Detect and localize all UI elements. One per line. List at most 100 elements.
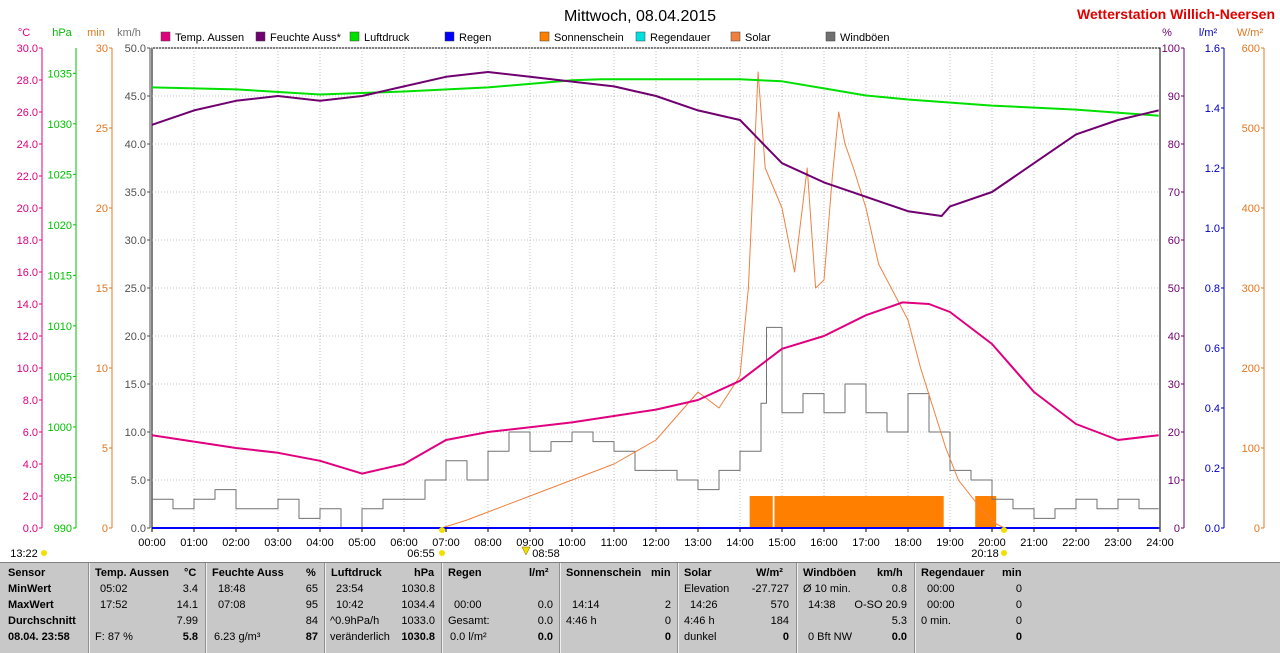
x-tick-label: 16:00	[810, 537, 838, 549]
rdur-max-value: 0	[1015, 599, 1022, 611]
solar-avg-label: 4:46 h	[684, 615, 715, 627]
tick-label-pressure: 1010	[48, 321, 72, 333]
x-tick-label: 04:00	[306, 537, 334, 549]
table-divider	[677, 563, 679, 653]
tick-label-rain: 0.6	[1205, 343, 1220, 355]
tick-label-temp: 10.0	[17, 363, 38, 375]
tick-label-minutes: 30	[96, 43, 108, 55]
press-current-value: 1030.8	[401, 631, 435, 643]
marker-sunset-label: 20:18	[971, 548, 999, 560]
tick-label-rain: 0.8	[1205, 283, 1220, 295]
legend-label: Solar	[745, 32, 771, 44]
solar-current-value: 0	[782, 631, 789, 643]
tick-label-solar: 500	[1242, 123, 1260, 135]
tick-label-rain: 0.4	[1205, 403, 1220, 415]
x-tick-label: 19:00	[936, 537, 964, 549]
wind-max-time: 14:38	[808, 599, 836, 611]
rdur-avg-label: 0 min.	[921, 615, 951, 627]
hum-current-label: 6.23 g/m³	[214, 631, 261, 643]
row-label-avg: Durchschnitt	[8, 615, 76, 627]
tick-label-temp: 22.0	[17, 171, 38, 183]
press-max-value: 1034.4	[401, 599, 435, 611]
unit-minutes: min	[87, 27, 105, 39]
tick-label-rain: 1.2	[1205, 163, 1220, 175]
x-tick-label: 09:00	[516, 537, 544, 549]
tick-label-humidity: 80	[1168, 139, 1180, 151]
sun-max-time: 14:14	[572, 599, 600, 611]
row-label-min: MinWert	[8, 583, 52, 595]
unit-pressure: hPa	[52, 27, 72, 39]
solar-max-time: 14:26	[690, 599, 718, 611]
table-divider	[796, 563, 798, 653]
legend-swatch	[255, 31, 266, 42]
tick-label-temp: 6.0	[23, 427, 38, 439]
marker-now-dot	[41, 550, 47, 556]
wind-max-value: O-SO 20.9	[854, 599, 907, 611]
x-tick-label: 10:00	[558, 537, 586, 549]
x-tick-label: 22:00	[1062, 537, 1090, 549]
marker-sunrise-dot	[439, 550, 445, 556]
series-line-feuchte-auss-	[151, 71, 1159, 217]
tick-label-solar: 600	[1242, 43, 1260, 55]
temp-min-time: 05:02	[100, 583, 128, 595]
tick-label-solar: 100	[1242, 443, 1260, 455]
statistics-table: Sensor MinWert MaxWert Durchschnitt 08.0…	[0, 562, 1280, 653]
header-sunshine-unit: min	[651, 567, 671, 579]
time-markers: 13:22 06:55 08:58 20:18	[10, 527, 1007, 560]
marker-sunrise-axis-dot	[439, 527, 445, 533]
header-rain: Regen	[448, 567, 482, 579]
temp-current-value: 5.8	[182, 631, 198, 643]
marker-now-label: 13:22	[10, 548, 38, 560]
legend-swatch	[825, 31, 836, 42]
wind-avg10-label: Ø 10 min.	[803, 583, 851, 595]
tick-label-rain: 1.6	[1205, 43, 1220, 55]
tick-label-humidity: 10	[1168, 475, 1180, 487]
x-tick-label: 08:00	[474, 537, 502, 549]
tick-label-pressure: 1000	[48, 422, 72, 434]
legend-swatch	[539, 31, 550, 42]
rain-current-label: 0.0 l/m²	[450, 631, 487, 643]
tick-label-wind: 50.0	[125, 43, 146, 55]
tick-label-pressure: 1015	[48, 270, 72, 282]
tick-label-humidity: 100	[1162, 43, 1180, 55]
temp-max-time: 17:52	[100, 599, 128, 611]
x-tick-label: 14:00	[726, 537, 754, 549]
hum-min-value: 65	[305, 583, 318, 595]
table-divider	[559, 563, 561, 653]
wind-current-value: 0.0	[891, 631, 907, 643]
x-tick-label: 05:00	[348, 537, 376, 549]
tick-label-temp: 24.0	[17, 139, 38, 151]
solar-avg-value: 184	[770, 615, 789, 627]
series-line-windb-en	[152, 326, 1159, 529]
x-tick-label: 11:00	[601, 537, 628, 549]
legend-label: Sonnenschein	[554, 32, 624, 44]
tick-label-temp: 14.0	[17, 299, 38, 311]
legend-label: Windböen	[840, 32, 890, 44]
left-axes: 0.0 2.0 4.0 6.0 8.0 10.0 12.0 14.0 16.0 18.0 20.0 2…	[17, 43, 151, 535]
tick-label-pressure: 1025	[48, 169, 72, 181]
temp-min-value: 3.4	[182, 583, 198, 595]
rdur-max-time: 00:00	[927, 599, 955, 611]
wind-avg10-value: 0.8	[891, 583, 907, 595]
tick-label-solar: 200	[1242, 363, 1260, 375]
sunshine-bar	[749, 496, 773, 528]
tick-label-minutes: 25	[96, 123, 108, 135]
station-name: Wetterstation Willich-Neersen	[1077, 6, 1275, 22]
press-min-value: 1030.8	[401, 583, 435, 595]
legend-label: Temp. Aussen	[175, 32, 244, 44]
sunshine-bar	[975, 496, 997, 528]
unit-solar: W/m²	[1237, 27, 1264, 39]
solar-max-value: 570	[770, 599, 789, 611]
legend-swatch	[730, 31, 741, 42]
press-max-time: 10:42	[336, 599, 364, 611]
tick-label-rain: 1.4	[1205, 103, 1220, 115]
sun-avg-value: 0	[664, 615, 671, 627]
x-tick-label: 07:00	[432, 537, 460, 549]
legend-label: Regendauer	[650, 32, 711, 44]
sunshine-bars	[749, 496, 997, 528]
tick-label-humidity: 70	[1168, 187, 1180, 199]
marker-noon-label: 08:58	[532, 548, 560, 560]
header-pressure-unit: hPa	[414, 567, 435, 579]
tick-label-humidity: 20	[1168, 427, 1180, 439]
unit-temp: °C	[18, 27, 30, 39]
